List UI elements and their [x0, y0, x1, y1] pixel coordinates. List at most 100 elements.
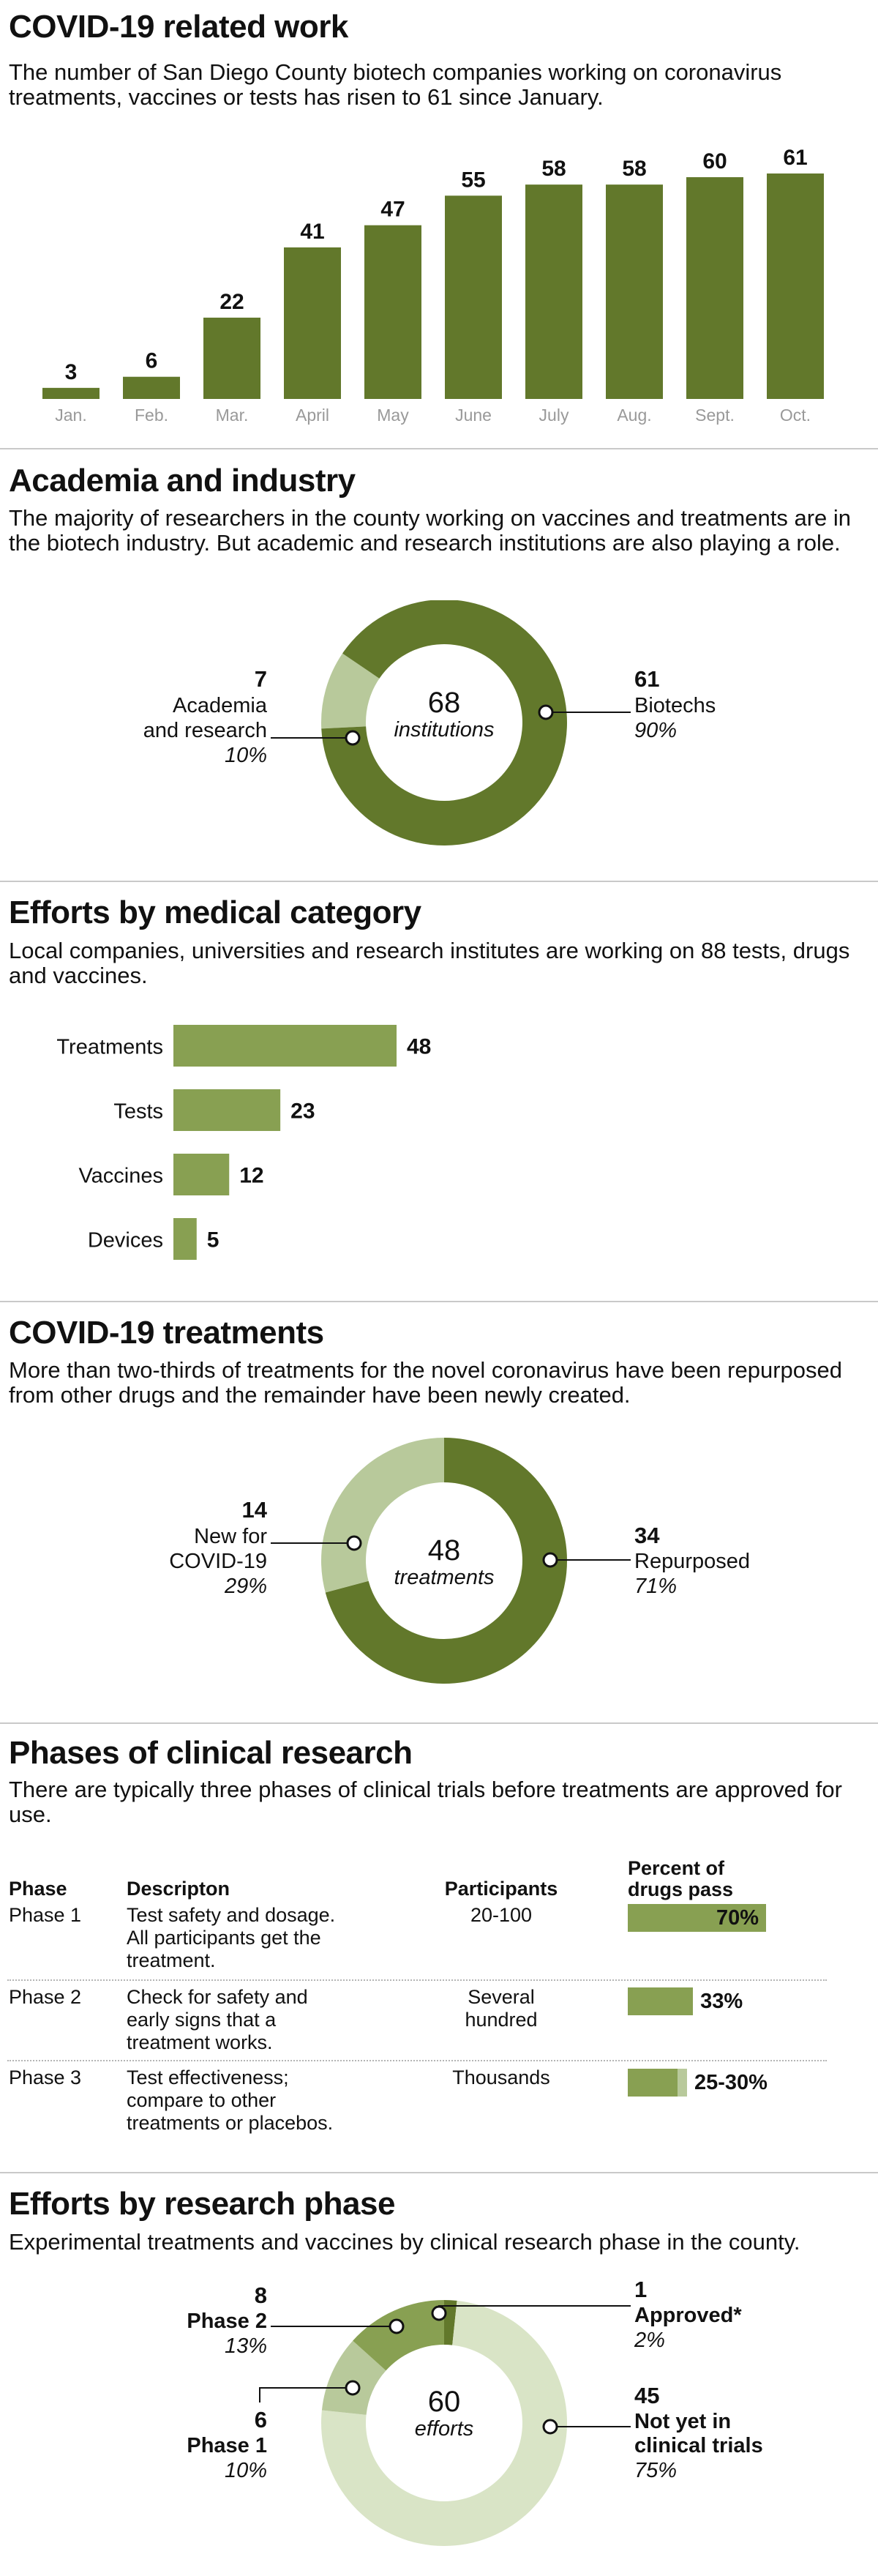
new-covid-marker	[346, 1535, 362, 1551]
slice-phase-1	[321, 2340, 386, 2415]
new-covid-value: 14	[242, 1497, 268, 1523]
phase-3-name: Phase 3	[9, 2067, 82, 2088]
donut-center-value: 48	[428, 1534, 461, 1567]
bar-sept	[686, 177, 743, 399]
covid-work-subtitle: The number of San Diego County biotech c…	[9, 59, 782, 110]
academia-label-line2: and research	[143, 719, 267, 742]
month-tick-label: Sept.	[695, 406, 735, 425]
description-header: Descripton	[127, 1878, 230, 1900]
phase-1-desc-line3: treatment.	[127, 1949, 216, 1971]
phase-header: Phase	[9, 1878, 67, 1900]
hbar-devices	[173, 1218, 197, 1260]
phase-2-pct: 13%	[225, 2334, 267, 2358]
medical-category-bar-chart: Treatments 48 Tests 23 Vaccines 12 Devices 5	[56, 1025, 431, 1260]
not-yet-value: 45	[634, 2383, 659, 2408]
approved-value: 1	[634, 2277, 647, 2302]
phase-1-value: 6	[255, 2407, 267, 2433]
treatments-donut-slices	[320, 1438, 567, 1684]
phase-1-pct: 10%	[225, 2459, 267, 2482]
phase-2-pass-label: 33%	[700, 1990, 743, 2013]
research-phase-donut-slices	[321, 2300, 567, 2546]
bar-april	[284, 247, 341, 399]
monthly-companies-bar-chart: 3 Jan. 6 Feb. 22 Mar. 41 April 47 May 55 June 58 July…	[42, 146, 824, 425]
phase-2-desc-line2: early signs that a	[127, 2009, 277, 2031]
phase-3-desc-line3: treatments or placebos.	[127, 2112, 334, 2134]
medical-category-title: Efforts by medical category	[9, 895, 421, 930]
phase-2-participants-line2: hundred	[465, 2009, 538, 2031]
month-tick-label: Aug.	[617, 406, 651, 425]
repurposed-pct: 71%	[634, 1575, 677, 1598]
academia-label-line1: Academia	[173, 694, 268, 717]
hbar-value-label: 48	[407, 1035, 431, 1059]
biotechs-marker	[538, 704, 554, 720]
section-divider	[0, 448, 878, 449]
slice-phase-2	[353, 2300, 444, 2371]
phase-1-label: Phase 1	[187, 2434, 267, 2457]
slice-repurposed	[325, 1438, 567, 1684]
phase-2-pass-bar	[628, 1987, 694, 2015]
phase-2-desc-line1: Check for safety and	[127, 1986, 308, 2008]
bar-jan	[42, 387, 100, 399]
research-phase-subtitle: Experimental treatments and vaccines by …	[9, 2229, 800, 2255]
donut-center-label: institutions	[394, 718, 494, 742]
hbar-value-label: 23	[290, 1100, 315, 1124]
repurposed-value: 34	[634, 1523, 660, 1548]
phase-2-marker	[389, 2318, 405, 2334]
row-divider	[7, 2060, 827, 2061]
phase-2-value: 8	[255, 2282, 267, 2308]
academia-pct: 10%	[225, 744, 267, 767]
section-divider	[0, 881, 878, 882]
section-divider	[0, 2172, 878, 2173]
category-label: Tests	[113, 1100, 163, 1124]
medical-category-subtitle: Local companies, universities and resear…	[9, 938, 850, 988]
phase-3-pass-bar	[628, 2069, 678, 2097]
academia-value: 7	[255, 666, 267, 692]
month-tick-label: Mar.	[216, 406, 249, 425]
academia-industry-subtitle: The majority of researchers in the count…	[9, 505, 851, 556]
percent-header-line1: Percent of	[628, 1857, 725, 1879]
not-yet-label-line1: Not yet in	[634, 2410, 731, 2433]
category-label: Treatments	[56, 1036, 163, 1059]
bar-value-label: 58	[541, 157, 566, 181]
not-yet-pct: 75%	[634, 2459, 677, 2482]
not-yet-label-line2: clinical trials	[634, 2434, 763, 2457]
clinical-phases-title: Phases of clinical research	[9, 1735, 413, 1771]
new-covid-label-line1: New for	[194, 1525, 267, 1548]
biotechs-label: Biotechs	[634, 694, 716, 717]
bar-value-label: 22	[220, 290, 244, 314]
bar-july	[525, 184, 582, 400]
research-phase-donut-chart: 60 efforts 1 Approved* 2% 45 Not yet in …	[187, 2277, 763, 2546]
bar-value-label: 60	[702, 149, 727, 173]
slice-biotechs	[321, 600, 567, 845]
approved-marker	[431, 2305, 447, 2321]
month-tick-label: Oct.	[780, 406, 811, 425]
phase-2-name: Phase 2	[9, 1986, 82, 2008]
donut-center-value: 60	[428, 2386, 461, 2418]
month-tick-label: June	[455, 406, 492, 425]
category-label: Vaccines	[78, 1165, 163, 1188]
participants-header: Participants	[444, 1878, 558, 1900]
month-tick-label: May	[377, 406, 409, 425]
bar-value-label: 55	[461, 168, 485, 192]
phase-1-participants: 20-100	[470, 1904, 533, 1926]
phase-3-participants: Thousands	[452, 2067, 550, 2088]
phase-1-leader-line	[259, 2387, 353, 2403]
phase-2-desc-line3: treatment works.	[127, 2031, 273, 2053]
slice-new-for-covid-19	[320, 1438, 444, 1593]
hbar-value-label: 5	[207, 1228, 220, 1252]
bar-mar	[203, 317, 260, 399]
phase-3-desc-line2: compare to other	[127, 2089, 277, 2111]
bar-value-label: 61	[783, 146, 807, 170]
institutions-donut-slices	[320, 600, 567, 845]
treatments-subtitle: More than two-thirds of treatments for t…	[9, 1357, 843, 1408]
phase-1-desc-line1: Test safety and dosage.	[127, 1904, 336, 1926]
repurposed-label: Repurposed	[634, 1550, 750, 1573]
academia-industry-title: Academia and industry	[9, 463, 356, 499]
hbar-treatments	[173, 1025, 397, 1067]
not-yet-marker	[542, 2419, 558, 2435]
new-covid-label-line2: COVID-19	[169, 1550, 267, 1573]
hbar-value-label: 12	[239, 1164, 263, 1188]
donut-center-label: efforts	[415, 2417, 474, 2441]
month-tick-label: Feb.	[135, 406, 168, 425]
biotechs-pct: 90%	[634, 719, 677, 742]
